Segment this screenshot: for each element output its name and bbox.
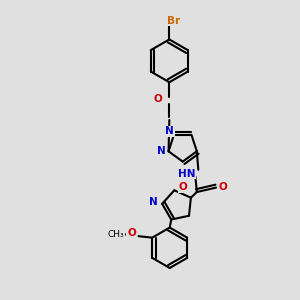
Text: N: N: [157, 146, 166, 156]
Text: O: O: [219, 182, 227, 192]
Text: O: O: [154, 94, 162, 104]
Text: Br: Br: [167, 16, 180, 26]
Text: CH₃: CH₃: [107, 230, 124, 239]
Text: N: N: [149, 197, 158, 207]
Text: N: N: [165, 126, 174, 136]
Text: O: O: [127, 228, 136, 238]
Text: O: O: [178, 182, 187, 192]
Text: HN: HN: [178, 169, 195, 178]
